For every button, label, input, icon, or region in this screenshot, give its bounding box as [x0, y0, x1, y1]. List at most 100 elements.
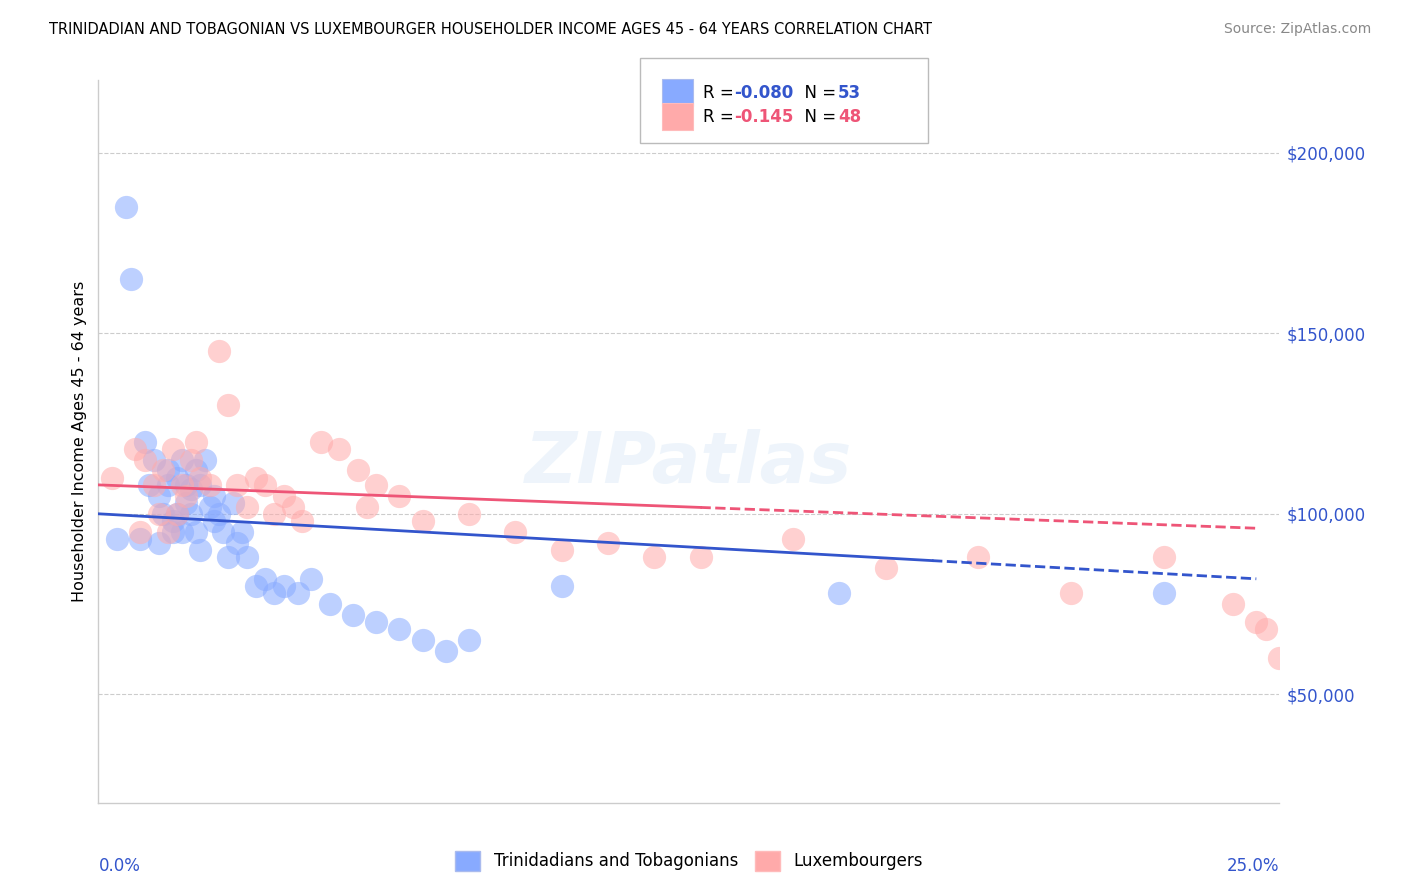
Point	[152, 507, 174, 521]
Text: 0.0%: 0.0%	[98, 857, 141, 875]
Point	[134, 434, 156, 449]
Point	[198, 500, 221, 514]
Point	[596, 535, 619, 549]
Text: R =: R =	[703, 84, 740, 102]
Text: Source: ZipAtlas.com: Source: ZipAtlas.com	[1223, 22, 1371, 37]
Point	[458, 507, 481, 521]
Point	[170, 452, 193, 467]
Point	[273, 489, 295, 503]
Text: N =: N =	[794, 108, 842, 126]
Point	[184, 463, 207, 477]
Point	[101, 470, 124, 484]
Legend: Trinidadians and Tobagonians, Luxembourgers: Trinidadians and Tobagonians, Luxembourg…	[449, 844, 929, 878]
Point	[143, 478, 166, 492]
Point	[188, 470, 211, 484]
Point	[1153, 586, 1175, 600]
Point	[162, 442, 184, 456]
Text: -0.145: -0.145	[734, 108, 793, 126]
Point	[180, 507, 202, 521]
Point	[245, 579, 267, 593]
Point	[180, 452, 202, 467]
Point	[967, 550, 990, 565]
Point	[162, 514, 184, 528]
Point	[176, 478, 198, 492]
Point	[198, 478, 221, 492]
Point	[184, 434, 207, 449]
Text: 25.0%: 25.0%	[1227, 857, 1279, 875]
Text: TRINIDADIAN AND TOBAGONIAN VS LUXEMBOURGER HOUSEHOLDER INCOME AGES 45 - 64 YEARS: TRINIDADIAN AND TOBAGONIAN VS LUXEMBOURG…	[49, 22, 932, 37]
Point	[235, 550, 257, 565]
Point	[217, 550, 239, 565]
Point	[1268, 651, 1291, 665]
Point	[388, 489, 411, 503]
Point	[170, 524, 193, 539]
Point	[152, 463, 174, 477]
Point	[328, 442, 350, 456]
Point	[208, 507, 231, 521]
Point	[245, 470, 267, 484]
Point	[689, 550, 711, 565]
Point	[115, 200, 138, 214]
Point	[120, 272, 142, 286]
Point	[366, 615, 388, 630]
Point	[217, 398, 239, 412]
Point	[1254, 623, 1277, 637]
Point	[129, 524, 152, 539]
Point	[202, 514, 225, 528]
Point	[254, 478, 277, 492]
Text: ZIPatlas: ZIPatlas	[526, 429, 852, 498]
Point	[143, 452, 166, 467]
Point	[434, 644, 457, 658]
Point	[309, 434, 332, 449]
Y-axis label: Householder Income Ages 45 - 64 years: Householder Income Ages 45 - 64 years	[72, 281, 87, 602]
Text: 53: 53	[838, 84, 860, 102]
Point	[202, 489, 225, 503]
Point	[263, 586, 285, 600]
Point	[148, 535, 170, 549]
Point	[156, 478, 179, 492]
Point	[176, 496, 198, 510]
Point	[356, 500, 378, 514]
Point	[503, 524, 526, 539]
Point	[226, 478, 249, 492]
Point	[156, 463, 179, 477]
Point	[156, 524, 179, 539]
Point	[134, 452, 156, 467]
Point	[124, 442, 146, 456]
Point	[138, 478, 160, 492]
Point	[412, 633, 434, 648]
Point	[412, 514, 434, 528]
Point	[1246, 615, 1268, 630]
Point	[346, 463, 368, 477]
Point	[226, 535, 249, 549]
Point	[208, 344, 231, 359]
Point	[166, 507, 188, 521]
Text: -0.080: -0.080	[734, 84, 793, 102]
Point	[273, 579, 295, 593]
Point	[319, 597, 342, 611]
Point	[291, 514, 314, 528]
Point	[129, 532, 152, 546]
Point	[366, 478, 388, 492]
Point	[828, 586, 851, 600]
Point	[148, 489, 170, 503]
Point	[188, 542, 211, 557]
Text: 48: 48	[838, 108, 860, 126]
Point	[166, 470, 188, 484]
Point	[162, 524, 184, 539]
Point	[287, 586, 309, 600]
Point	[166, 507, 188, 521]
Point	[231, 524, 253, 539]
Point	[222, 496, 245, 510]
Point	[1222, 597, 1244, 611]
Point	[342, 607, 364, 622]
Point	[388, 623, 411, 637]
Point	[550, 542, 572, 557]
Point	[875, 561, 897, 575]
Point	[105, 532, 128, 546]
Text: R =: R =	[703, 108, 740, 126]
Point	[212, 524, 235, 539]
Point	[254, 572, 277, 586]
Point	[148, 507, 170, 521]
Point	[782, 532, 804, 546]
